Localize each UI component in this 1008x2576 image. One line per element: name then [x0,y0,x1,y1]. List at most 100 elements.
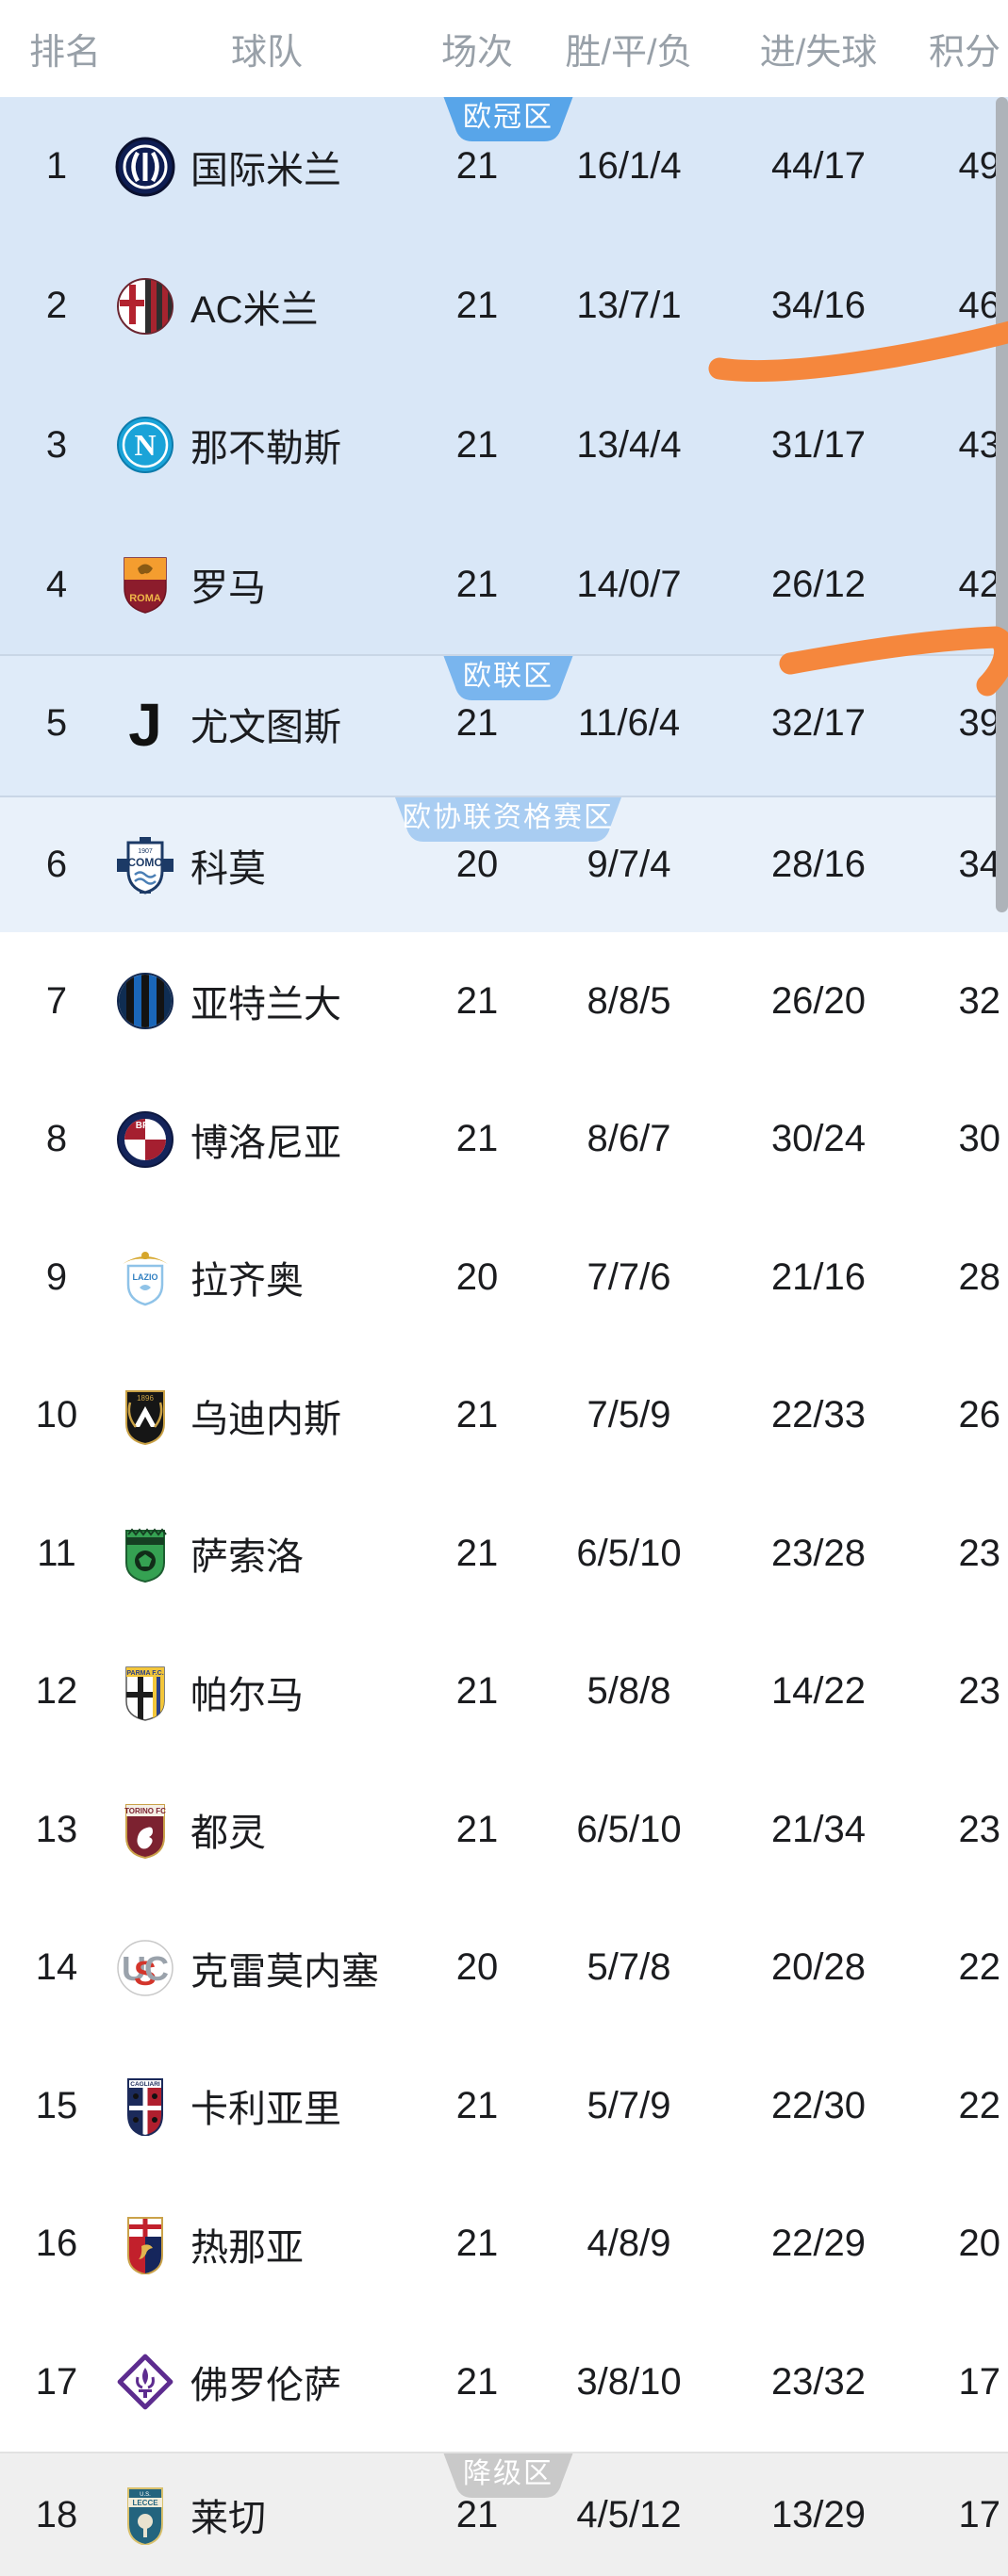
svg-text:C: C [144,1949,169,1988]
row-points: 42 [958,563,1001,605]
table-row[interactable]: 11 萨索洛 21 6/5/10 23/28 23 [0,1485,1008,1623]
section-conference-zone: 欧协联资格赛区 6 1907 COMO 科莫 20 9/7/4 28/16 34 [0,796,1008,932]
row-wdl: 8/8/5 [587,979,671,1022]
svg-text:LECCE: LECCE [132,2499,158,2507]
row-wdl: 5/7/8 [587,1946,671,1989]
table-row[interactable]: 10 1896 乌迪内斯 21 7/5/9 22/33 26 [0,1347,1008,1485]
row-goals: 26/20 [770,979,867,1022]
row-played: 20 [455,1946,499,1989]
row-played: 21 [455,1532,499,1574]
row-goals: 22/33 [770,1394,867,1436]
row-played: 21 [455,2493,499,2535]
row-points: 30 [958,1118,1001,1160]
table-row[interactable]: 16 热那亚 21 4/8/9 22/29 20 [0,2175,1008,2314]
table-row[interactable]: 18 U.S. LECCE 莱切 21 4/5/12 13/29 17 [0,2453,1008,2576]
team-name: 拉齐奥 [190,1260,304,1303]
table-row[interactable]: 17 佛罗伦萨 21 3/8/10 23/32 17 [0,2313,1008,2452]
como-logo: 1907 COMO [115,835,175,895]
row-points: 22 [958,1946,1001,1989]
team-name: 莱切 [190,2498,266,2539]
zone-badge-shape [443,2453,573,2498]
scrollbar-thumb[interactable] [996,97,1008,912]
zone-badge-label: 欧协联资格赛区 [403,802,614,833]
table-row[interactable]: 13 TORINO FC 都灵 21 6/5/10 21/34 23 [0,1761,1008,1899]
cagliari-logo: CAGLIARI [115,2076,175,2137]
row-wdl: 7/7/6 [587,1255,671,1298]
row-rank: 12 [35,1670,78,1713]
header-goals: 进/失球 [759,33,878,73]
table-row[interactable]: 4 ROMA 罗马 21 14/0/7 26/12 42 [0,515,1008,654]
svg-text:U.S.: U.S. [140,2492,151,2498]
row-points: 39 [958,702,1001,744]
row-wdl: 13/4/4 [576,423,682,466]
torino-logo: TORINO FC [115,1799,175,1860]
team-logo: 1896 [113,1386,190,1446]
row-played: 21 [455,285,499,327]
team-name: 帕尔马 [190,1674,304,1716]
row-played: 21 [455,2360,499,2403]
zone-badge-conference: 欧协联资格赛区 [395,797,621,842]
team-name: 佛罗伦萨 [190,2365,341,2407]
row-wdl: 4/8/9 [587,2223,671,2265]
table-row[interactable]: 5 J 尤文图斯 21 11/6/4 32/17 39 [0,656,1008,791]
team-logo: PARMA F.C. [113,1662,190,1722]
table-row[interactable]: 3 N 那不勒斯 21 13/4/4 31/17 43 [0,376,1008,516]
row-played: 20 [455,1255,499,1298]
row-rank: 2 [45,285,68,327]
row-points: 22 [958,2084,1001,2126]
udinese-logo: 1896 [115,1386,175,1446]
row-points: 17 [958,2493,1001,2535]
team-name: AC米兰 [190,288,319,331]
zone-badge-relegation: 降级区 [443,2453,573,2498]
svg-text:J: J [128,694,162,754]
row-wdl: 7/5/9 [587,1394,671,1436]
zone-badge-shape [443,97,573,141]
row-wdl: 13/7/1 [576,285,682,327]
zone-badge-shape [443,656,573,700]
team-logo [113,971,190,1031]
row-goals: 23/28 [770,1532,867,1574]
table-row[interactable]: 7 亚特兰大 21 8/8/5 26/20 32 [0,932,1008,1071]
section-midtable: 7 亚特兰大 21 8/8/5 26/20 32 8 BFC 博洛尼亚 21 8… [0,932,1008,2452]
table-row[interactable]: 2 AC米兰 21 13/7/1 34/16 46 [0,237,1008,376]
row-rank: 9 [45,1255,68,1298]
team-name: 博洛尼亚 [190,1122,341,1164]
napoli-logo: N [115,415,175,475]
row-points: 23 [958,1670,1001,1713]
table-header: 排名 球队 场次 胜/平/负 进/失球 积分 [0,0,1008,97]
row-rank: 15 [35,2084,78,2126]
row-points: 23 [958,1532,1001,1574]
table-row[interactable]: 6 1907 COMO 科莫 20 9/7/4 28/16 34 [0,797,1008,932]
zone-badge-europa: 欧联区 [443,656,573,700]
svg-text:LAZIO: LAZIO [133,1272,158,1282]
row-played: 21 [455,702,499,744]
table-row[interactable]: 8 BFC 博洛尼亚 21 8/6/7 30/24 30 [0,1071,1008,1209]
team-logo [113,1523,190,1583]
section-champions-zone: 欧冠区 1 国际米兰 21 16/1/4 44/17 49 2 AC米兰 21 … [0,97,1008,654]
row-goals: 23/32 [770,2360,867,2403]
roma-logo: ROMA [115,554,175,615]
row-rank: 8 [45,1118,68,1160]
svg-text:N: N [134,428,156,462]
team-name: 克雷莫内塞 [190,1950,379,1993]
team-name: 热那亚 [190,2226,304,2269]
lazio-logo: LAZIO [115,1247,175,1307]
row-points: 26 [958,1394,1001,1436]
table-row[interactable]: 9 LAZIO 拉齐奥 20 7/7/6 21/16 28 [0,1208,1008,1347]
team-logo: CAGLIARI [113,2076,190,2137]
row-goals: 26/12 [770,563,867,605]
table-row[interactable]: 15 CAGLIARI 卡利亚里 21 5/7/9 22/30 22 [0,2037,1008,2175]
zone-badge-label: 降级区 [463,2457,554,2489]
juventus-logo: J [115,694,175,754]
parma-logo: PARMA F.C. [115,1662,175,1722]
inter-milan-logo [115,137,175,197]
svg-text:ROMA: ROMA [129,593,161,604]
row-rank: 13 [35,1808,78,1850]
table-row[interactable]: 1 国际米兰 21 16/1/4 44/17 49 [0,97,1008,237]
row-goals: 28/16 [770,844,867,885]
team-name: 科莫 [190,847,266,890]
table-row[interactable]: 12 PARMA F.C. 帕尔马 21 5/8/8 14/22 23 [0,1623,1008,1762]
row-points: 28 [958,1255,1001,1298]
